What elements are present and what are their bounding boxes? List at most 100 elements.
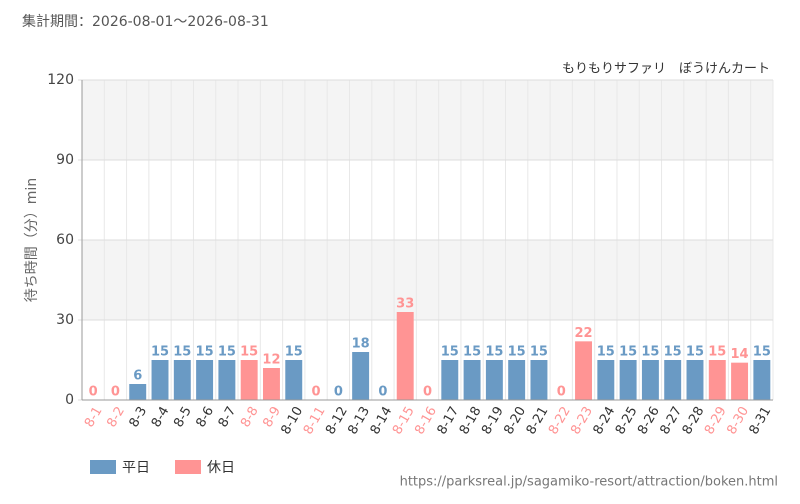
data-label: 0 — [89, 385, 98, 400]
bar — [173, 360, 191, 400]
x-tick-label: 8-20 — [501, 404, 529, 437]
data-label: 15 — [753, 345, 771, 360]
x-tick-label: 8-1 — [82, 404, 106, 430]
x-tick-label: 8-21 — [524, 404, 552, 437]
bar — [575, 341, 593, 400]
bar — [285, 360, 303, 400]
x-tick-label: 8-11 — [301, 404, 329, 437]
x-tick-label: 8-16 — [412, 404, 440, 437]
x-tick-label: 8-3 — [127, 404, 151, 430]
bar — [441, 360, 459, 400]
bar — [686, 360, 704, 400]
x-tick-label: 8-8 — [238, 404, 262, 430]
data-label: 15 — [441, 345, 459, 360]
data-label: 15 — [530, 345, 548, 360]
y-tick-label: 120 — [47, 72, 74, 88]
subtitle: もりもりサファリ ぼうけんカート — [562, 62, 770, 77]
bar — [262, 368, 280, 400]
x-tick-label: 8-30 — [724, 404, 752, 437]
y-tick-label: 90 — [56, 152, 74, 168]
bar — [151, 360, 169, 400]
bar — [597, 360, 615, 400]
data-label: 0 — [334, 385, 343, 400]
data-label: 15 — [508, 345, 526, 360]
x-tick-label: 8-24 — [591, 404, 619, 437]
bar — [240, 360, 258, 400]
data-label: 22 — [574, 326, 592, 341]
x-tick-label: 8-19 — [479, 404, 507, 437]
bar — [508, 360, 526, 400]
x-tick-label: 8-4 — [149, 404, 173, 430]
legend-swatch — [175, 460, 201, 474]
legend-label: 平日 — [122, 460, 150, 476]
data-label: 15 — [641, 345, 659, 360]
x-tick-label: 8-28 — [680, 404, 708, 437]
bar — [731, 362, 749, 400]
data-label: 15 — [151, 345, 169, 360]
x-tick-label: 8-6 — [193, 404, 217, 430]
x-tick-label: 8-10 — [279, 404, 307, 437]
grid-band — [82, 240, 773, 320]
x-tick-label: 8-18 — [457, 404, 485, 437]
x-tick-label: 8-27 — [657, 404, 685, 437]
data-label: 15 — [218, 345, 236, 360]
x-tick-label: 8-29 — [702, 404, 730, 437]
data-label: 0 — [111, 385, 120, 400]
data-label: 15 — [285, 345, 303, 360]
bar — [352, 352, 370, 400]
chart-title: 集計期間：2026-08-01～2026-08-31 — [22, 13, 269, 30]
x-tick-label: 8-17 — [435, 404, 463, 437]
data-label: 0 — [423, 385, 432, 400]
data-label: 15 — [597, 345, 615, 360]
x-tick-label: 8-31 — [747, 404, 775, 437]
data-label: 6 — [133, 369, 142, 384]
data-label: 33 — [396, 297, 414, 312]
y-axis-label: 待ち時間（分）min — [24, 178, 40, 302]
y-tick-label: 30 — [56, 312, 74, 328]
bar — [485, 360, 503, 400]
data-label: 18 — [352, 337, 370, 352]
data-label: 15 — [173, 345, 191, 360]
y-tick-label: 60 — [56, 232, 74, 248]
data-label: 15 — [463, 345, 481, 360]
legend-label: 休日 — [207, 460, 235, 476]
bar — [196, 360, 214, 400]
x-tick-label: 8-14 — [368, 404, 396, 437]
y-tick-label: 0 — [65, 392, 74, 408]
bar — [708, 360, 726, 400]
data-label: 12 — [262, 353, 280, 368]
data-label: 15 — [240, 345, 258, 360]
data-label: 15 — [708, 345, 726, 360]
x-tick-label: 8-23 — [568, 404, 596, 437]
source: https://parksreal.jp/sagamiko-resort/att… — [400, 475, 778, 490]
data-label: 15 — [686, 345, 704, 360]
x-tick-label: 8-12 — [323, 404, 351, 437]
x-tick-label: 8-25 — [613, 404, 641, 437]
x-tick-label: 8-2 — [104, 404, 128, 430]
bar — [641, 360, 659, 400]
data-label: 15 — [619, 345, 637, 360]
bar — [753, 360, 771, 400]
x-tick-label: 8-15 — [390, 404, 418, 437]
bar — [619, 360, 637, 400]
data-label: 0 — [312, 385, 321, 400]
data-label: 0 — [378, 385, 387, 400]
data-label: 15 — [485, 345, 503, 360]
data-label: 14 — [731, 347, 749, 362]
data-label: 15 — [196, 345, 214, 360]
x-tick-label: 8-5 — [171, 404, 195, 430]
grid-band — [82, 80, 773, 160]
data-label: 0 — [557, 385, 566, 400]
bar — [396, 312, 414, 400]
data-label: 15 — [664, 345, 682, 360]
x-tick-label: 8-22 — [546, 404, 574, 437]
bar — [129, 384, 147, 400]
bar — [463, 360, 481, 400]
bar — [530, 360, 548, 400]
legend-swatch — [90, 460, 116, 474]
x-tick-label: 8-26 — [635, 404, 663, 437]
bar — [218, 360, 236, 400]
x-tick-label: 8-13 — [345, 404, 373, 437]
bar — [664, 360, 682, 400]
